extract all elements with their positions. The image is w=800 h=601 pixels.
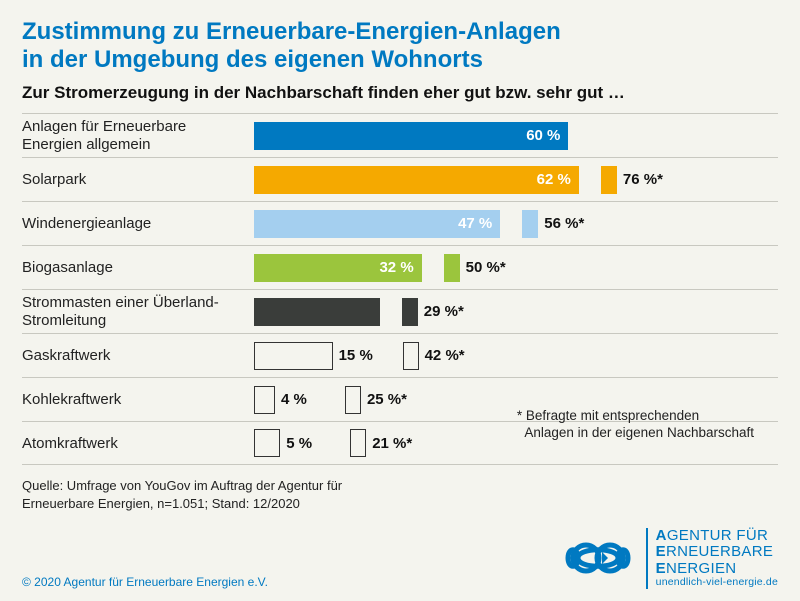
logo-l3r: NERGIEN — [666, 560, 736, 577]
secondary-value: 50 %* — [466, 259, 506, 276]
chart-row: Biogasanlage 32 % 50 %* — [22, 245, 778, 289]
source-line2: Erneuerbare Energien, n=1.051; Stand: 12… — [22, 496, 300, 511]
title-line1: Zustimmung zu Erneuerbare-Energien-Anlag… — [22, 18, 561, 45]
logo-l1r: GENTUR FÜR — [667, 527, 768, 544]
secondary-block — [350, 429, 366, 457]
chart-row: Gaskraftwerk15 %42 %* — [22, 333, 778, 377]
secondary-marker: 42 %* — [403, 342, 465, 370]
primary-bar-value: 62 % — [537, 171, 571, 188]
row-bars: 62 % 76 %* — [254, 158, 778, 201]
primary-bar: 62 % — [254, 166, 579, 194]
primary-bar-value: 47 % — [458, 215, 492, 232]
row-bars: 32 % 50 %* — [254, 246, 778, 289]
secondary-value: 56 %* — [544, 215, 584, 232]
source-line1: Quelle: Umfrage von YouGov im Auftrag de… — [22, 478, 342, 493]
secondary-value: 42 %* — [425, 347, 465, 364]
secondary-value: 29 %* — [424, 303, 464, 320]
secondary-marker: 29 %* — [402, 298, 464, 326]
primary-bar-value: 60 % — [526, 127, 560, 144]
chart-row: Strommasten einer Überland-Stromleitung 2… — [22, 289, 778, 333]
footnote: * Befragte mit entsprechenden Anlagen in… — [517, 408, 754, 442]
primary-bar-value: 4 % — [281, 391, 307, 408]
row-label: Kohlekraftwerk — [22, 391, 254, 408]
row-bars: 15 % 42 %* — [254, 334, 778, 377]
primary-bar — [254, 298, 380, 326]
logo-l2b: E — [656, 543, 666, 560]
primary-bar: 4 % — [254, 386, 275, 414]
secondary-block — [444, 254, 460, 282]
chart-row: Solarpark 62 % 76 %* — [22, 157, 778, 201]
logo-text: AGENTUR FÜR ERNEUERBARE ENERGIEN unendli… — [646, 528, 778, 589]
secondary-value: 76 %* — [623, 171, 663, 188]
secondary-marker: 56 %* — [522, 210, 584, 238]
row-label: Biogasanlage — [22, 259, 254, 276]
chart-row: Windenergieanlage 47 % 56 %* — [22, 201, 778, 245]
secondary-marker: 25 %* — [345, 386, 407, 414]
secondary-block — [402, 298, 418, 326]
row-label: Solarpark — [22, 171, 254, 188]
secondary-value: 21 %* — [372, 435, 412, 452]
footnote-line2: Anlagen in der eigenen Nachbarschaft — [524, 425, 754, 440]
secondary-block — [601, 166, 617, 194]
logo-tagline: unendlich-viel-energie.de — [656, 577, 778, 589]
row-label: Windenergieanlage — [22, 215, 254, 232]
primary-bar: 15 % — [254, 342, 333, 370]
primary-bar-value: 15 % — [339, 347, 373, 364]
secondary-value: 25 %* — [367, 391, 407, 408]
chart-title: Zustimmung zu Erneuerbare-Energien-Anlag… — [22, 18, 778, 73]
primary-bar: 47 % — [254, 210, 500, 238]
row-bars: 60 % — [254, 114, 778, 157]
footnote-line1: * Befragte mit entsprechenden — [517, 408, 699, 423]
source-text: Quelle: Umfrage von YouGov im Auftrag de… — [22, 477, 442, 512]
copyright: © 2020 Agentur für Erneuerbare Energien … — [22, 575, 268, 589]
row-label: Atomkraftwerk — [22, 435, 254, 452]
primary-bar-value: 32 % — [379, 259, 413, 276]
chart-subtitle: Zur Stromerzeugung in der Nachbarschaft … — [22, 83, 778, 103]
row-label: Strommasten einer Überland-Stromleitung — [22, 294, 254, 329]
row-label: Anlagen für Erneuerbare Energien allgeme… — [22, 118, 254, 153]
secondary-block — [522, 210, 538, 238]
secondary-block — [345, 386, 361, 414]
row-bars: 29 %* — [254, 290, 778, 333]
infinity-icon — [558, 533, 638, 583]
primary-bar-value: 5 % — [286, 435, 312, 452]
secondary-marker: 76 %* — [601, 166, 663, 194]
row-label: Gaskraftwerk — [22, 347, 254, 364]
logo-l2r: RNEUERBARE — [666, 543, 773, 560]
primary-bar: 5 % — [254, 429, 280, 457]
title-line2: in der Umgebung des eigenen Wohnorts — [22, 46, 483, 73]
logo-l3b: E — [656, 560, 666, 577]
logo-l1b: A — [656, 527, 667, 544]
primary-bar: 32 % — [254, 254, 422, 282]
secondary-marker: 21 %* — [350, 429, 412, 457]
brand-logo: AGENTUR FÜR ERNEUERBARE ENERGIEN unendli… — [558, 528, 778, 589]
primary-bar: 60 % — [254, 122, 568, 150]
chart-row: Anlagen für Erneuerbare Energien allgeme… — [22, 113, 778, 157]
secondary-block — [403, 342, 419, 370]
secondary-marker: 50 %* — [444, 254, 506, 282]
row-bars: 47 % 56 %* — [254, 202, 778, 245]
